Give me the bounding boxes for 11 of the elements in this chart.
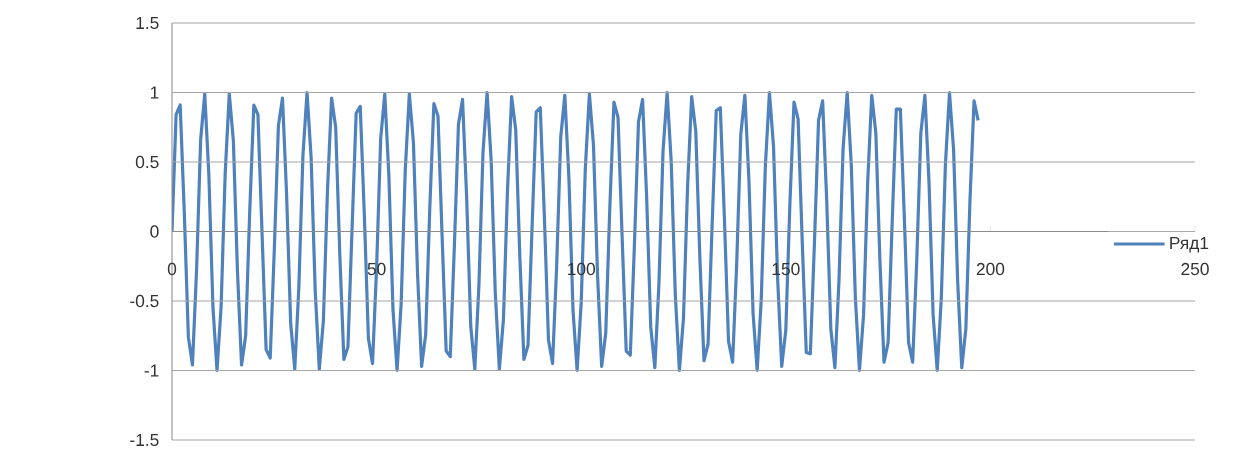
x-tick-label: 250 <box>1181 262 1209 276</box>
x-tick-label: 0 <box>167 262 177 276</box>
y-tick-label: 1 <box>150 86 159 99</box>
y-tick-label: 1.5 <box>136 16 159 30</box>
y-tick-label: 0.5 <box>135 155 159 169</box>
y-tick-label: -0.5 <box>130 294 159 308</box>
y-tick-label: -1 <box>144 364 159 377</box>
y-tick-label: -1.5 <box>130 433 159 447</box>
x-tick-label: 200 <box>976 262 1005 276</box>
y-tick-label: 0 <box>150 225 159 238</box>
legend-label: Ряд1 <box>1170 237 1209 253</box>
